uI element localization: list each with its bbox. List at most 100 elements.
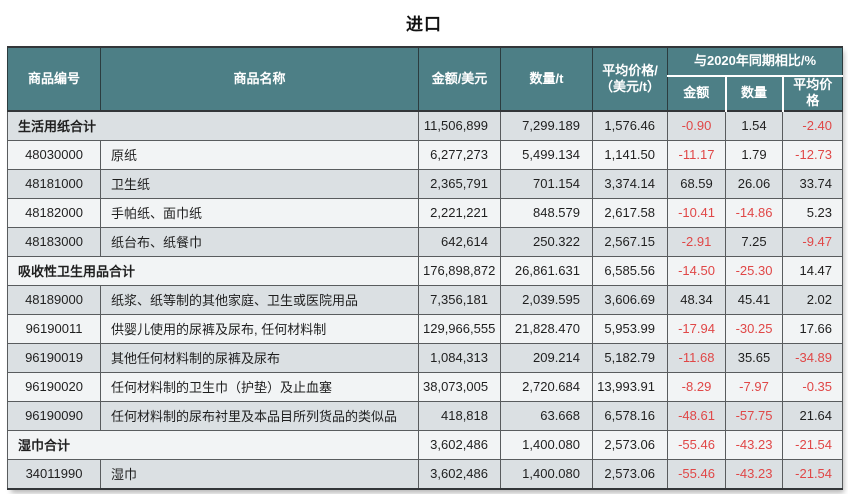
table-row: 48182000 手帕纸、面巾纸 2,221,221 848.579 2,617… <box>7 197 844 228</box>
cell-amount: 3,602,486 <box>418 429 501 460</box>
cell-compare-amount: -2.91 <box>667 226 726 257</box>
table-row: 34011990 湿巾 3,602,486 1,400.080 2,573.06… <box>7 458 844 490</box>
cell-amount: 176,898,872 <box>418 255 501 286</box>
cell-amount: 7,356,181 <box>418 284 501 315</box>
cell-product-name: 手帕纸、面巾纸 <box>100 197 419 228</box>
cell-compare-avg-price: -12.73 <box>781 139 844 170</box>
cell-avg-price: 1,576.46 <box>592 109 668 141</box>
cell-product-name: 纸浆、纸等制的其他家庭、卫生或医院用品 <box>100 284 419 315</box>
cell-compare-quantity: 26.06 <box>725 168 783 199</box>
table-row: 48183000 纸台布、纸餐巾 642,614 250.322 2,567.1… <box>7 226 844 257</box>
cell-compare-avg-price: -21.54 <box>781 458 844 490</box>
table-body: 生活用纸合计 11,506,899 7,299.189 1,576.46 -0.… <box>7 109 844 490</box>
cell-product-code: 48181000 <box>7 168 101 199</box>
cell-compare-avg-price: -9.47 <box>781 226 844 257</box>
table-row: 96190020 任何材料制的卫生巾（护垫）及止血塞 38,073,005 2,… <box>7 371 844 402</box>
cell-quantity: 5,499.134 <box>500 139 593 170</box>
page-title: 进口 <box>406 15 442 34</box>
cell-amount: 2,221,221 <box>418 197 501 228</box>
cell-product-name: 任何材料制的尿布衬里及本品目所列货品的类似品 <box>100 400 419 431</box>
cell-quantity: 7,299.189 <box>500 109 593 141</box>
cell-product-name: 吸收性卫生用品合计 <box>7 255 419 286</box>
header-compare-amount: 金额 <box>667 75 726 111</box>
cell-compare-amount: 48.34 <box>667 284 726 315</box>
cell-amount: 418,818 <box>418 400 501 431</box>
cell-compare-amount: -10.41 <box>667 197 726 228</box>
table-row: 吸收性卫生用品合计 176,898,872 26,861.631 6,585.5… <box>7 255 844 286</box>
cell-amount: 6,277,273 <box>418 139 501 170</box>
cell-compare-amount: -17.94 <box>667 313 726 344</box>
table-row: 48181000 卫生纸 2,365,791 701.154 3,374.14 … <box>7 168 844 199</box>
cell-compare-avg-price: 21.64 <box>781 400 844 431</box>
cell-product-code: 96190090 <box>7 400 101 431</box>
cell-avg-price: 1,141.50 <box>592 139 668 170</box>
cell-compare-quantity: 1.54 <box>725 109 783 141</box>
cell-compare-amount: -8.29 <box>667 371 726 402</box>
cell-quantity: 2,039.595 <box>500 284 593 315</box>
cell-product-name: 纸台布、纸餐巾 <box>100 226 419 257</box>
cell-product-code: 96190011 <box>7 313 101 344</box>
cell-quantity: 63.668 <box>500 400 593 431</box>
cell-amount: 1,084,313 <box>418 342 501 373</box>
table-row: 生活用纸合计 11,506,899 7,299.189 1,576.46 -0.… <box>7 109 844 141</box>
cell-amount: 2,365,791 <box>418 168 501 199</box>
cell-avg-price: 2,617.58 <box>592 197 668 228</box>
cell-product-code: 96190020 <box>7 371 101 402</box>
header-quantity: 数量/t <box>500 46 593 111</box>
cell-compare-quantity: 35.65 <box>725 342 783 373</box>
cell-quantity: 250.322 <box>500 226 593 257</box>
header-compare-group: 与2020年同期相比/% <box>666 46 844 77</box>
cell-product-name: 其他任何材料制的尿裤及尿布 <box>100 342 419 373</box>
cell-compare-amount: -11.17 <box>667 139 726 170</box>
cell-product-name: 任何材料制的卫生巾（护垫）及止血塞 <box>100 371 419 402</box>
cell-product-name: 卫生纸 <box>100 168 419 199</box>
cell-avg-price: 3,374.14 <box>592 168 668 199</box>
cell-product-code: 48182000 <box>7 197 101 228</box>
cell-compare-amount: -55.46 <box>667 458 726 490</box>
cell-compare-quantity: -43.23 <box>725 458 783 490</box>
cell-amount: 129,966,555 <box>418 313 501 344</box>
cell-quantity: 701.154 <box>500 168 593 199</box>
cell-product-code: 48030000 <box>7 139 101 170</box>
cell-compare-amount: -55.46 <box>667 429 726 460</box>
cell-compare-quantity: -57.75 <box>725 400 783 431</box>
cell-quantity: 1,400.080 <box>500 458 593 490</box>
cell-avg-price: 6,578.16 <box>592 400 668 431</box>
cell-compare-quantity: -14.86 <box>725 197 783 228</box>
cell-quantity: 21,828.470 <box>500 313 593 344</box>
cell-product-name: 生活用纸合计 <box>7 109 419 141</box>
cell-compare-quantity: 1.79 <box>725 139 783 170</box>
cell-avg-price: 5,182.79 <box>592 342 668 373</box>
cell-compare-avg-price: -0.35 <box>781 371 844 402</box>
table-row: 96190011 供婴儿使用的尿裤及尿布, 任何材料制 129,966,555 … <box>7 313 844 344</box>
cell-compare-avg-price: 17.66 <box>781 313 844 344</box>
cell-quantity: 209.214 <box>500 342 593 373</box>
cell-amount: 3,602,486 <box>418 458 501 490</box>
cell-product-code: 34011990 <box>7 458 101 490</box>
cell-compare-quantity: -30.25 <box>725 313 783 344</box>
cell-avg-price: 3,606.69 <box>592 284 668 315</box>
cell-amount: 38,073,005 <box>418 371 501 402</box>
cell-avg-price: 6,585.56 <box>592 255 668 286</box>
cell-product-code: 48189000 <box>7 284 101 315</box>
cell-compare-amount: -48.61 <box>667 400 726 431</box>
cell-product-code: 48183000 <box>7 226 101 257</box>
cell-product-code: 96190019 <box>7 342 101 373</box>
cell-compare-quantity: 7.25 <box>725 226 783 257</box>
cell-compare-amount: -14.50 <box>667 255 726 286</box>
cell-product-name: 湿巾 <box>100 458 419 490</box>
cell-quantity: 2,720.684 <box>500 371 593 402</box>
cell-compare-avg-price: 2.02 <box>781 284 844 315</box>
cell-avg-price: 2,573.06 <box>592 429 668 460</box>
header-amount: 金额/美元 <box>418 46 501 111</box>
cell-avg-price: 2,567.15 <box>592 226 668 257</box>
cell-avg-price: 5,953.99 <box>592 313 668 344</box>
cell-compare-amount: 68.59 <box>667 168 726 199</box>
import-table-container: 商品编号 商品名称 金额/美元 数量/t 平均价格/ （美元/t） 与2020年… <box>7 46 844 490</box>
cell-compare-avg-price: 5.23 <box>781 197 844 228</box>
cell-compare-quantity: -43.23 <box>725 429 783 460</box>
cell-amount: 11,506,899 <box>418 109 501 141</box>
header-product-name: 商品名称 <box>100 46 419 111</box>
cell-compare-quantity: 45.41 <box>725 284 783 315</box>
cell-quantity: 26,861.631 <box>500 255 593 286</box>
